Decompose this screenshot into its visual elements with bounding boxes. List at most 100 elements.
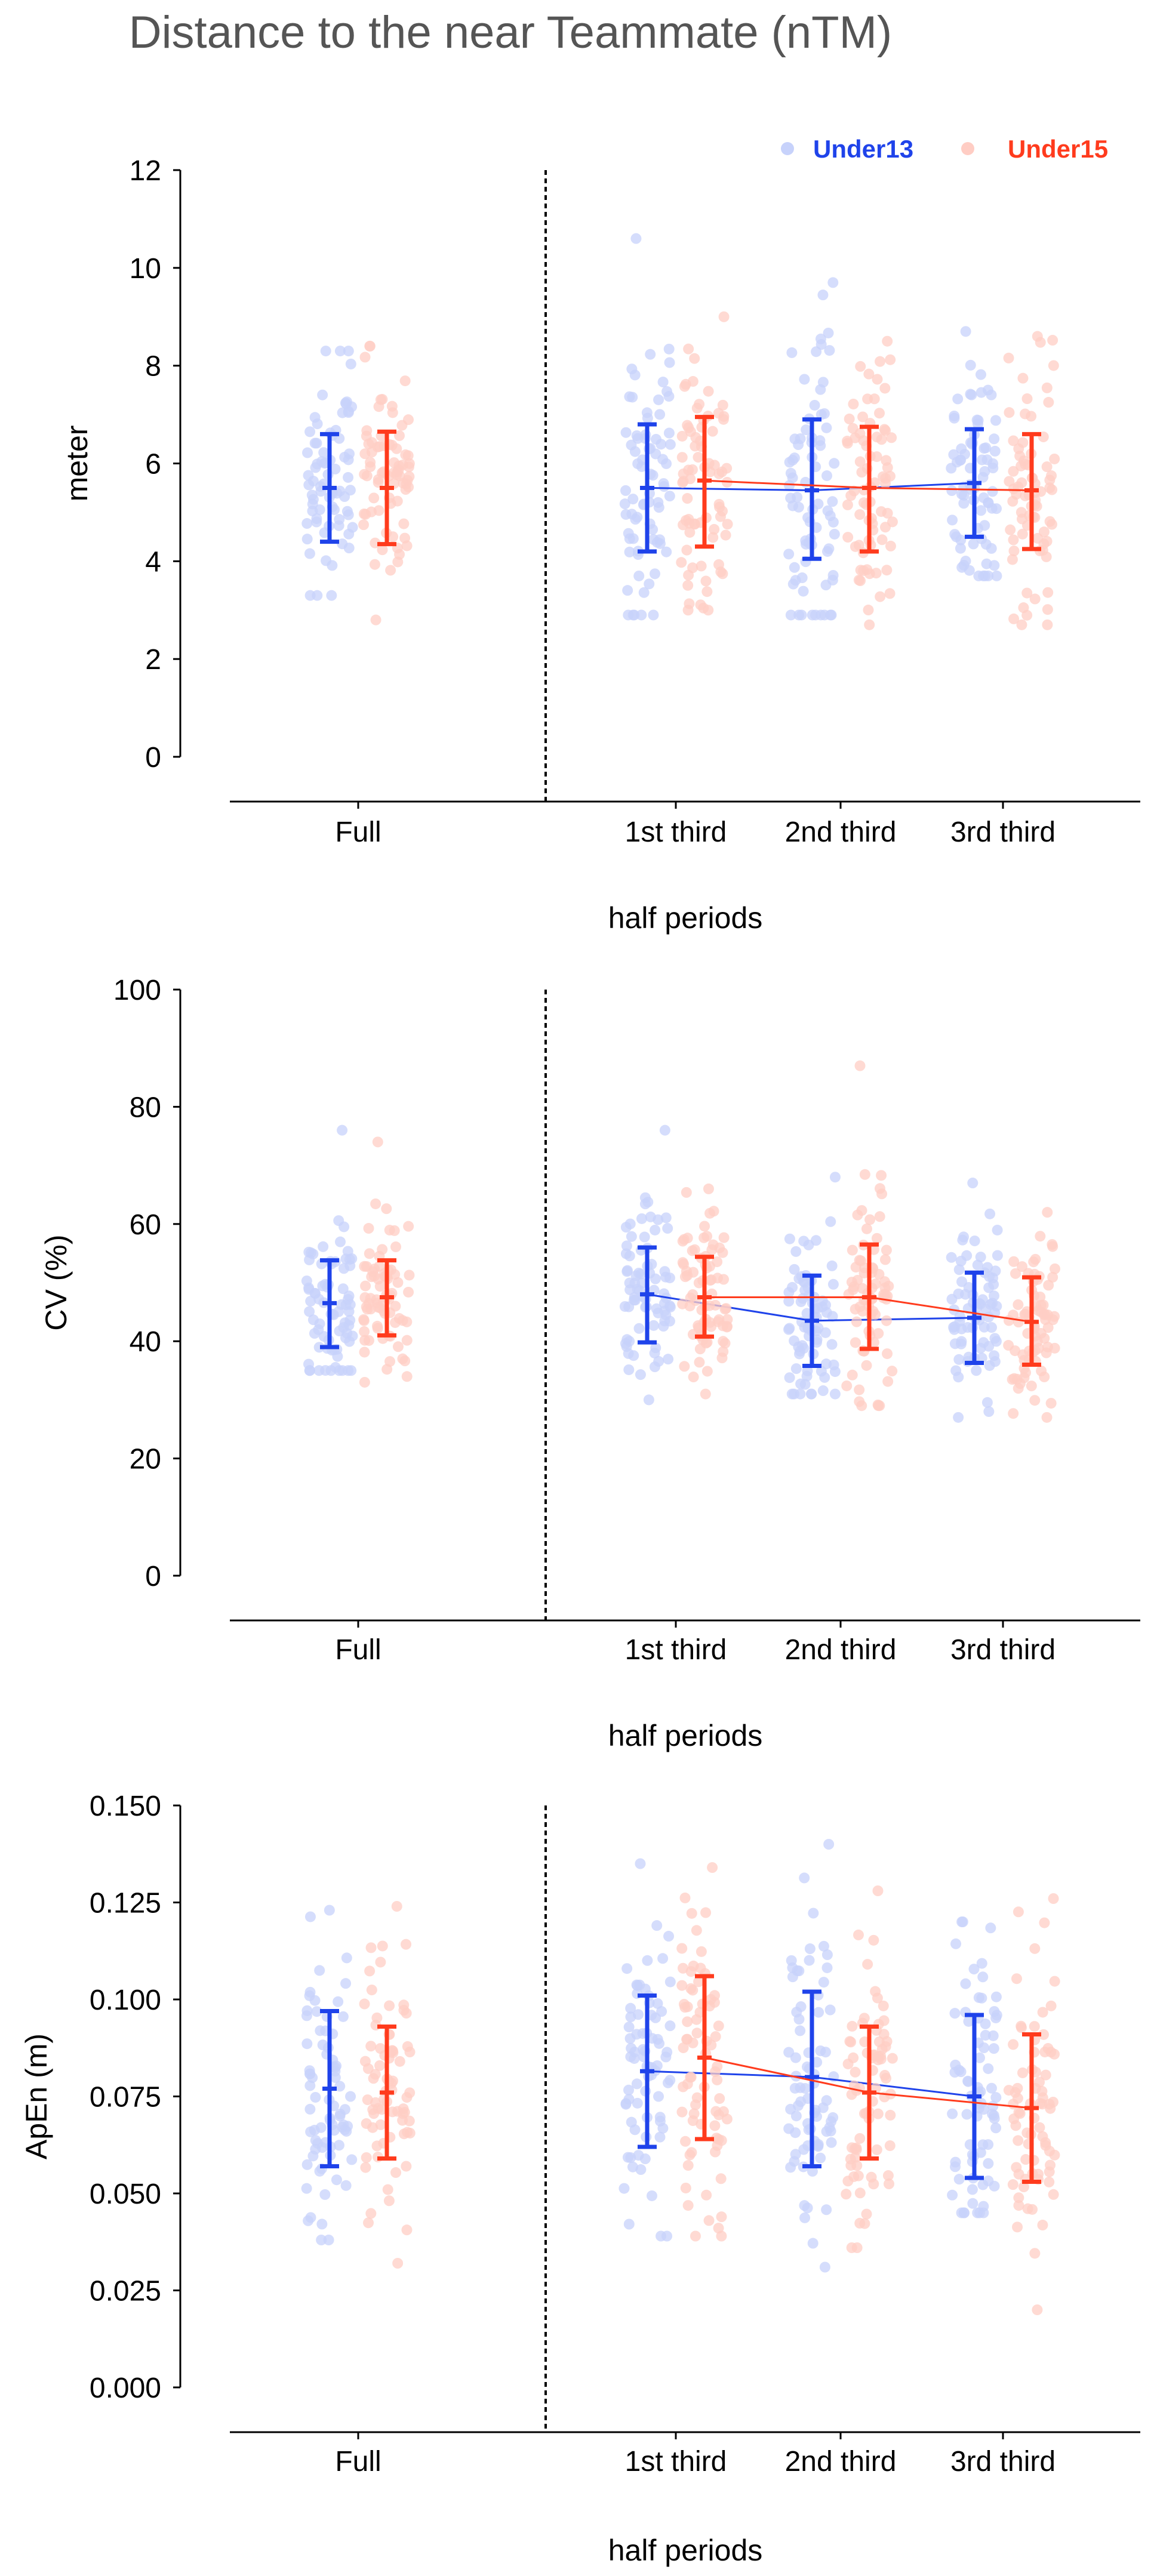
data-point-under15-cv — [700, 1388, 711, 1400]
data-point-under15-meter — [676, 557, 687, 568]
data-point-under13-cv — [664, 1272, 675, 1284]
data-point-under15-apen-m — [690, 2230, 701, 2242]
data-point-under13-apen-m — [304, 2103, 316, 2115]
data-point-under15-apen-m — [1008, 2039, 1019, 2050]
y-tick-label-apen-m: 0.025 — [90, 2276, 161, 2307]
x-tick-label-meter: 1st third — [625, 816, 727, 848]
data-point-under15-apen-m — [382, 2184, 393, 2195]
data-point-under13-meter — [317, 389, 328, 400]
data-point-under13-meter — [946, 485, 958, 497]
data-point-under15-meter — [709, 523, 720, 535]
data-point-under13-meter — [627, 392, 638, 403]
data-point-under15-cv — [852, 1209, 863, 1221]
data-point-under15-cv — [399, 1355, 411, 1367]
data-point-under13-apen-m — [646, 2190, 657, 2201]
data-point-under13-apen-m — [804, 1955, 815, 1966]
data-point-under13-meter — [990, 503, 1002, 514]
data-point-under15-meter — [881, 565, 893, 576]
data-point-under13-cv — [663, 1354, 674, 1365]
data-point-under13-cv — [636, 1277, 648, 1289]
x-tick-label-apen-m: 3rd third — [950, 2446, 1056, 2478]
data-point-under13-meter — [966, 389, 977, 400]
data-point-under13-apen-m — [330, 2062, 341, 2073]
data-point-under13-apen-m — [337, 2011, 349, 2022]
data-point-under15-cv — [1043, 1280, 1054, 1291]
data-point-under13-meter — [664, 491, 675, 502]
data-point-under15-meter — [853, 540, 864, 551]
data-point-under13-cv — [786, 1388, 798, 1400]
data-point-under13-cv — [653, 1307, 664, 1318]
data-point-under13-apen-m — [340, 2180, 352, 2191]
data-point-under13-meter — [329, 504, 340, 515]
y-axis-label-cv: CV (%) — [39, 1234, 73, 1330]
data-point-under13-cv — [653, 1355, 664, 1367]
data-point-under15-apen-m — [1037, 2007, 1048, 2018]
data-point-under13-apen-m — [960, 1978, 971, 1989]
data-point-under15-cv — [374, 1281, 386, 1292]
data-point-under15-apen-m — [1013, 2200, 1024, 2211]
data-point-under15-apen-m — [1013, 2135, 1024, 2146]
data-point-under15-cv — [704, 1261, 715, 1272]
data-point-under13-meter — [821, 470, 833, 482]
data-point-under13-meter — [343, 472, 354, 483]
data-point-under15-cv — [694, 1357, 705, 1368]
data-point-under15-cv — [870, 1278, 881, 1290]
data-point-under15-meter — [1042, 604, 1053, 615]
legend-dot-under15 — [961, 142, 974, 155]
data-point-under13-apen-m — [622, 2152, 633, 2163]
data-point-under15-meter — [373, 474, 384, 485]
data-point-under13-apen-m — [621, 1963, 633, 1974]
data-point-under15-apen-m — [375, 2043, 386, 2054]
data-point-under15-apen-m — [716, 2211, 727, 2223]
data-point-under15-cv — [390, 1241, 401, 1253]
data-point-under15-cv — [699, 1221, 710, 1232]
data-point-under13-apen-m — [795, 2001, 807, 2013]
data-point-under13-apen-m — [331, 2174, 342, 2186]
data-point-under13-meter — [955, 543, 966, 554]
data-point-under15-apen-m — [712, 2061, 723, 2072]
data-point-under15-apen-m — [691, 1925, 702, 1936]
data-point-under13-apen-m — [950, 2161, 961, 2173]
data-point-under13-cv — [304, 1306, 315, 1317]
data-point-under13-meter — [334, 514, 345, 525]
data-point-under15-apen-m — [1036, 2085, 1048, 2097]
data-point-under13-meter — [816, 339, 827, 350]
data-point-under13-apen-m — [980, 2018, 991, 2029]
data-point-under15-apen-m — [882, 2170, 894, 2181]
data-point-under13-apen-m — [626, 2116, 637, 2128]
data-point-under15-apen-m — [859, 2218, 870, 2229]
data-point-under15-meter — [358, 519, 370, 531]
data-point-under13-meter — [624, 546, 635, 557]
data-point-under15-meter — [1003, 352, 1014, 363]
data-point-under15-meter — [394, 430, 405, 441]
data-point-under13-meter — [303, 470, 314, 481]
data-point-under13-meter — [793, 609, 805, 621]
data-point-under13-meter — [796, 572, 808, 584]
x-tick-label-cv: Full — [335, 1634, 381, 1666]
data-point-under13-cv — [633, 1267, 645, 1278]
data-point-under13-meter — [649, 568, 660, 580]
data-point-under13-meter — [976, 387, 987, 398]
data-point-under15-apen-m — [394, 2056, 405, 2067]
data-point-under15-apen-m — [1013, 1906, 1024, 1918]
data-point-under13-meter — [647, 470, 658, 481]
data-point-under13-apen-m — [657, 2122, 669, 2134]
data-point-under13-cv — [790, 1363, 802, 1375]
data-point-under15-apen-m — [709, 1996, 720, 2008]
data-point-under15-cv — [693, 1322, 704, 1333]
data-point-under13-meter — [952, 393, 964, 405]
data-point-under15-cv — [389, 1225, 400, 1236]
data-point-under13-apen-m — [654, 2112, 666, 2123]
data-point-under13-cv — [986, 1322, 997, 1333]
data-point-under13-apen-m — [798, 2144, 810, 2155]
data-point-under15-apen-m — [404, 2127, 416, 2139]
data-point-under15-apen-m — [401, 1939, 412, 1950]
data-point-under13-cv — [969, 1235, 980, 1247]
data-point-under13-meter — [312, 418, 323, 430]
data-point-under15-apen-m — [854, 2187, 866, 2199]
data-point-under13-apen-m — [307, 2150, 319, 2162]
data-point-under15-meter — [879, 383, 891, 394]
data-point-under15-apen-m — [1048, 2189, 1059, 2200]
data-point-under15-apen-m — [879, 2070, 891, 2081]
